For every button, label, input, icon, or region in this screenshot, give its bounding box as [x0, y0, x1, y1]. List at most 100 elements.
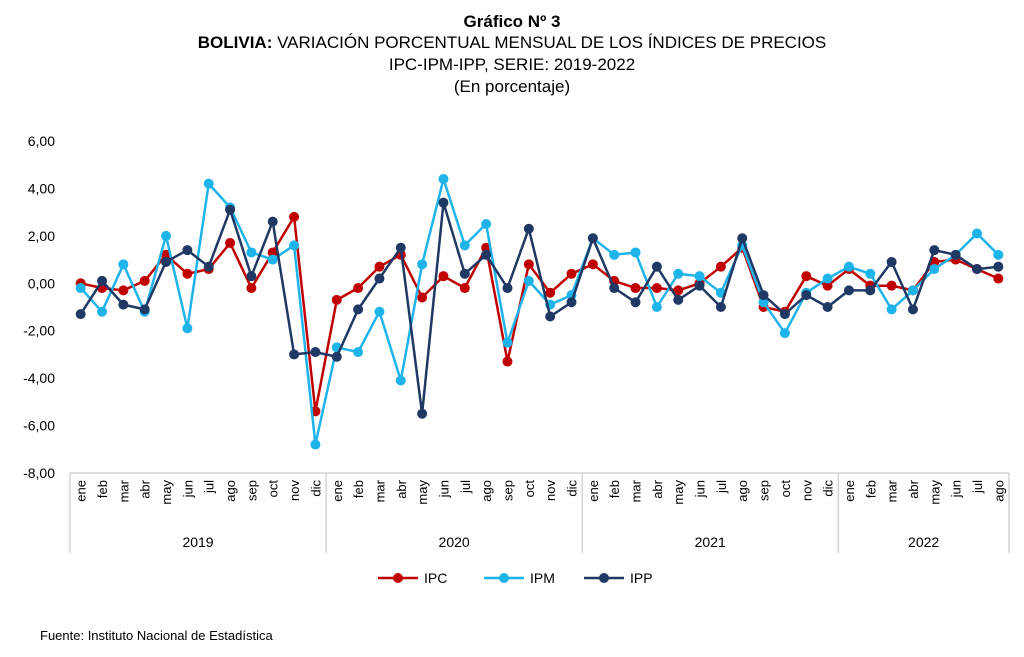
point-ipm	[161, 230, 172, 241]
x-tick-label: nov	[543, 480, 558, 501]
x-tick-label: jun	[693, 480, 708, 498]
point-ipc	[587, 259, 598, 270]
point-ipp	[267, 216, 278, 227]
point-ipp	[310, 347, 321, 358]
point-ipm	[289, 240, 300, 251]
point-ipp	[118, 299, 129, 310]
x-tick-label: jul	[202, 480, 217, 494]
point-ipp	[161, 256, 172, 267]
point-ipm	[438, 173, 449, 184]
point-ipp	[694, 280, 705, 291]
y-tick-label: -8,00	[23, 465, 55, 481]
point-ipp	[97, 275, 108, 286]
point-ipp	[865, 285, 876, 296]
point-ipp	[203, 261, 214, 272]
point-ipc	[182, 268, 193, 279]
x-tick-label: ago	[735, 480, 750, 502]
point-ipc	[459, 283, 470, 294]
point-ipm	[822, 273, 833, 284]
series-line-ipm	[79, 177, 1000, 446]
y-tick-label: -2,00	[23, 323, 55, 339]
point-ipp	[950, 249, 961, 260]
x-tick-label: ago	[991, 480, 1006, 502]
point-ipc	[246, 283, 257, 294]
point-ipm	[651, 302, 662, 312]
point-ipp	[438, 197, 449, 208]
point-ipc	[139, 275, 150, 286]
point-ipp	[715, 302, 726, 312]
x-tick-label: sep	[757, 480, 772, 501]
point-ipp	[673, 294, 684, 305]
point-ipp	[587, 233, 598, 244]
point-ipp	[289, 349, 300, 360]
series-line-ipp	[79, 201, 999, 415]
point-ipc	[267, 247, 278, 258]
point-ipp	[395, 242, 406, 253]
point-ipp	[843, 285, 854, 296]
point-ipp	[353, 304, 364, 315]
x-tick-label: oct	[266, 480, 281, 498]
year-label: 2019	[182, 534, 213, 550]
x-tick-label: jul	[458, 480, 473, 494]
point-ipm	[865, 268, 876, 279]
x-tick-label: oct	[522, 480, 537, 498]
source-note: Fuente: Instituto Nacional de Estadístic…	[40, 628, 273, 643]
point-ipc	[331, 294, 342, 305]
y-tick-label: 2,00	[28, 228, 55, 244]
x-tick-label: feb	[607, 480, 622, 498]
point-ipc	[289, 211, 300, 222]
point-ipc	[566, 268, 577, 279]
x-tick-label: mar	[116, 479, 131, 502]
x-tick-label: mar	[885, 479, 900, 502]
point-ipm	[353, 347, 364, 358]
point-ipm	[694, 271, 705, 282]
point-ipc	[801, 271, 812, 282]
chart-subtitle: BOLIVIA: VARIACIÓN PORCENTUAL MENSUAL DE…	[0, 32, 1024, 54]
point-ipm	[481, 219, 492, 229]
point-ipm	[417, 259, 428, 270]
x-tick-label: ago	[479, 480, 494, 502]
x-tick-label: sep	[244, 480, 259, 501]
point-ipp	[545, 311, 556, 322]
chart-units: (En porcentaje)	[453, 77, 571, 96]
point-ipc	[651, 283, 662, 294]
point-ipp	[886, 256, 897, 267]
point-ipp	[331, 351, 342, 362]
x-tick-label: jun	[949, 480, 964, 498]
x-tick-label: ene	[586, 480, 601, 502]
x-tick-label: oct	[778, 480, 793, 498]
x-tick-label: ago	[223, 480, 238, 502]
point-ipp	[822, 302, 833, 312]
legend-marker-ipp	[599, 573, 609, 583]
point-ipp	[993, 261, 1004, 272]
point-ipc	[715, 261, 726, 272]
point-ipp	[523, 223, 534, 234]
point-ipm	[630, 247, 641, 258]
point-ipm	[779, 328, 790, 339]
point-ipc	[545, 287, 556, 298]
point-ipp	[139, 304, 150, 315]
x-tick-label: may	[671, 480, 686, 505]
x-tick-label: mar	[372, 479, 387, 502]
year-label: 2021	[695, 534, 726, 550]
x-tick-label: may	[415, 480, 430, 505]
point-ipm	[673, 268, 684, 279]
x-tick-label: ene	[842, 480, 857, 502]
legend-marker-ipm	[499, 573, 509, 583]
point-ipm	[203, 178, 214, 189]
point-ipm	[929, 264, 940, 275]
year-label: 2022	[908, 534, 939, 550]
point-ipm	[310, 439, 321, 450]
subtitle-country: BOLIVIA:	[197, 33, 273, 52]
series-line-ipc	[80, 215, 999, 413]
point-ipm	[907, 285, 918, 296]
y-tick-label: 6,00	[28, 133, 55, 149]
x-tick-label: jul	[714, 480, 729, 494]
point-ipc	[673, 285, 684, 296]
year-label: 2020	[439, 534, 470, 550]
point-ipp	[630, 297, 641, 308]
x-tick-label: nov	[799, 480, 814, 501]
point-ipp	[225, 204, 236, 215]
point-ipp	[801, 290, 812, 301]
legend-label-ipm: IPM	[530, 570, 555, 586]
